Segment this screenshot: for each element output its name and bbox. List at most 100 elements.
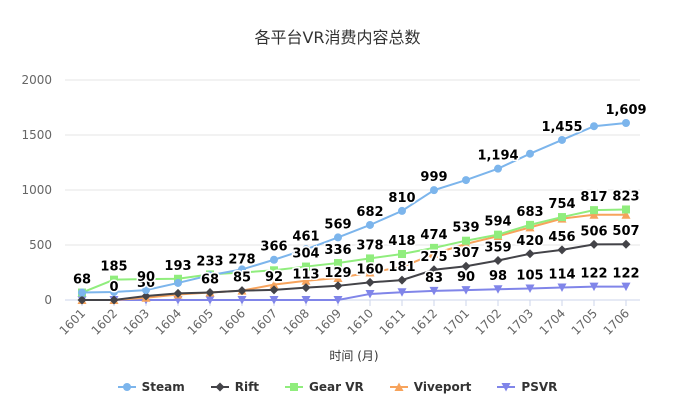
data-point-gear-vr [558,213,566,222]
data-point-gear-vr [142,275,150,284]
data-label-steam: 68 [73,273,91,288]
legend-item-psvr[interactable]: PSVR [497,380,557,394]
data-label-rift: 85 [233,271,251,286]
data-point-rift [621,239,631,249]
legend-item-rift[interactable]: Rift [210,380,259,394]
data-point-steam [334,233,342,242]
data-label-gear-vr: 336 [324,243,351,258]
data-label-psvr: 114 [548,267,575,282]
data-point-viveport [269,280,279,289]
data-label-psvr: 90 [457,270,475,285]
x-tick-label: 1607 [249,306,280,337]
data-label-rift: 36 [137,276,155,291]
legend-item-steam[interactable]: Steam [117,380,185,394]
data-point-steam [590,122,598,131]
data-point-viveport [365,268,375,277]
data-label-gear-vr: 418 [388,234,415,249]
data-point-gear-vr [302,262,310,271]
data-point-steam [462,176,470,185]
data-point-gear-vr [590,206,598,215]
data-label-rift: 129 [324,266,351,281]
data-label-psvr: 105 [516,268,543,283]
legend-item-gear-vr[interactable]: Gear VR [285,380,364,394]
data-point-viveport [621,210,631,219]
data-label-steam: 682 [356,205,383,220]
y-tick-labels: 0 500 1000 1500 2000 [21,73,52,307]
data-point-viveport [397,262,407,271]
data-label-steam: 1,455 [541,120,582,135]
data-point-steam [238,265,246,274]
data-label-rift: 507 [612,224,639,239]
x-tick-label: 1611 [377,306,408,337]
x-axis-label: 时间 (月) [329,349,378,363]
data-label-extra: 90 [137,270,155,285]
data-point-rift [301,283,311,293]
data-labels: 68 366 461 569 682 810 999 1,194 1,455 1,609 0 36 68… [71,102,648,297]
series-lines [77,119,631,305]
data-label-rift: 68 [201,273,219,288]
data-point-gear-vr [110,275,118,284]
x-tick-labels: 1601 1602 1603 1604 1605 1606 1607 1608 1609 1610… [57,300,632,338]
data-point-steam [110,287,118,296]
legend-symbol-viveport [389,382,408,391]
x-tick-label: 1601 [57,306,88,337]
data-point-psvr [557,283,567,292]
data-label-steam: 1,609 [605,103,646,118]
legend-symbol-gear-vr [285,383,304,391]
series-line-viveport [82,213,626,301]
chart-title: 各平台VR消费内容总数 [254,28,421,47]
series-line-gear-vr [81,208,627,294]
legend-label-psvr: PSVR [521,380,558,394]
data-point-rift [269,285,279,295]
x-tick-label: 1605 [185,306,216,337]
data-point-steam [270,255,278,264]
data-point-rift [205,288,215,298]
data-point-gear-vr [622,205,630,214]
data-point-rift [557,245,567,255]
x-tick-label: 1602 [89,306,120,337]
data-label-steam: 366 [260,240,287,255]
x-tick-label: 1604 [153,306,184,337]
data-label-rift: 275 [420,250,447,265]
data-label-gear-vr: 378 [356,238,383,253]
legend-symbol-steam [117,383,136,391]
data-label-gear-vr: 754 [548,197,575,212]
data-point-steam [174,278,182,287]
data-point-gear-vr [334,259,342,268]
data-point-gear-vr [270,266,278,275]
data-point-rift [237,286,247,296]
data-point-psvr [333,296,343,305]
data-point-gear-vr [462,236,470,245]
data-point-steam [78,288,86,297]
legend-item-viveport[interactable]: Viveport [389,380,471,394]
data-label-psvr: 122 [612,267,639,282]
data-label-rift: 181 [388,260,415,275]
y-tick-label: 0 [44,293,52,307]
y-tick-label: 1000 [21,183,52,197]
data-point-psvr [365,289,375,299]
data-point-psvr [493,285,503,294]
series-line-rift [82,243,627,301]
data-point-steam [430,186,438,195]
data-point-psvr [621,282,631,292]
data-point-psvr [589,282,599,292]
data-label-gear-vr: 594 [484,215,511,230]
data-label-gear-vr: 683 [516,205,543,220]
data-label-steam: 999 [420,170,447,185]
x-tick-label: 1606 [217,306,248,337]
data-label-steam: 1,194 [477,149,518,164]
data-point-rift [461,261,471,271]
data-label-rift: 92 [265,270,283,285]
data-point-steam [494,164,502,173]
data-point-rift [333,281,343,291]
data-point-psvr [237,296,247,305]
data-point-viveport [589,210,599,219]
legend-label-gear-vr: Gear VR [309,380,364,394]
data-point-rift [365,277,375,287]
data-point-steam [142,286,150,295]
data-point-steam [558,135,566,144]
x-tick-label: 1704 [537,306,568,337]
data-point-psvr [429,286,439,296]
data-point-rift [173,288,183,298]
data-point-rift [493,256,503,266]
